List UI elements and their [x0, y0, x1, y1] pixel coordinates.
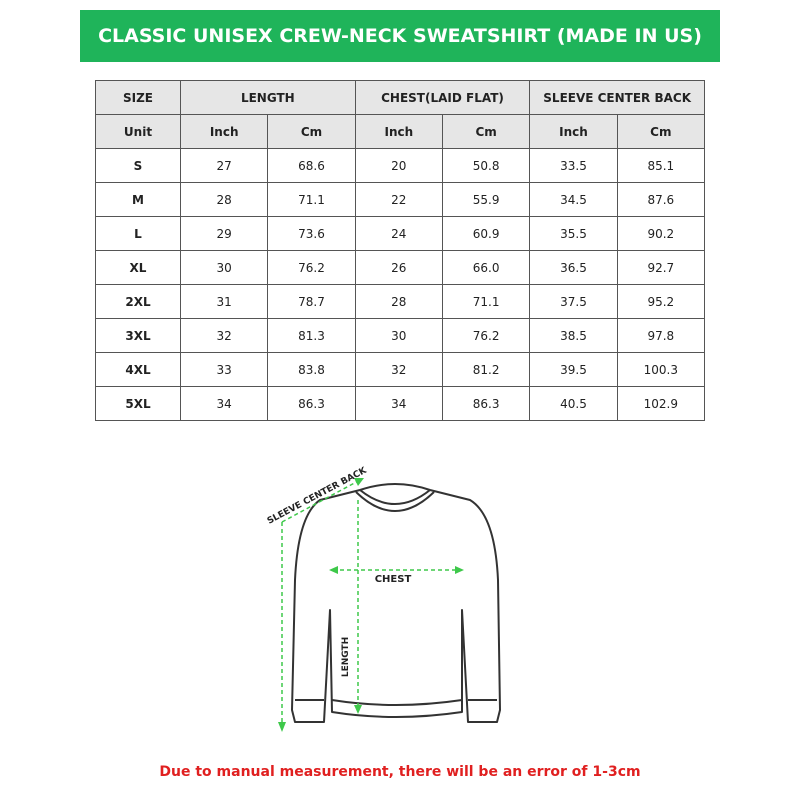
measure-cell: 40.5 — [529, 386, 618, 421]
measure-cell: 33 — [179, 352, 269, 387]
measure-cell: 78.7 — [267, 284, 356, 319]
size-row: 2XL 31 78.7 28 71.1 37.5 95.2 — [95, 284, 706, 319]
column-header: SLEEVE CENTER BACK — [529, 80, 705, 115]
column-header: SIZE — [95, 80, 181, 115]
measure-cell: 66.0 — [441, 250, 531, 285]
measure-cell: 33.5 — [529, 148, 618, 183]
measure-cell: 87.6 — [616, 182, 706, 217]
size-cell: L — [95, 216, 181, 251]
size-row: 5XL 34 86.3 34 86.3 40.5 102.9 — [95, 386, 706, 421]
measure-cell: 81.3 — [267, 318, 356, 353]
length-label: LENGTH — [341, 637, 351, 677]
measure-cell: 35.5 — [529, 216, 618, 251]
measure-cell: 95.2 — [616, 284, 706, 319]
measure-cell: 50.8 — [441, 148, 531, 183]
column-header: CHEST(LAID FLAT) — [354, 80, 531, 115]
measure-cell: 24 — [354, 216, 443, 251]
unit-cell: Inch — [354, 114, 443, 149]
measure-cell: 86.3 — [441, 386, 531, 421]
measure-cell: 76.2 — [441, 318, 531, 353]
measure-cell: 83.8 — [267, 352, 356, 387]
measure-cell: 20 — [354, 148, 443, 183]
measure-cell: 34 — [354, 386, 443, 421]
size-cell: 3XL — [95, 318, 181, 353]
sweatshirt-diagram: SLEEVE CENTER BACK CHEST LENGTH — [266, 465, 501, 732]
measure-cell: 31 — [179, 284, 269, 319]
size-row: S 27 68.6 20 50.8 33.5 85.1 — [95, 148, 706, 183]
unit-cell: Cm — [441, 114, 531, 149]
title-banner: CLASSIC UNISEX CREW-NECK SWEATSHIRT (MAD… — [80, 10, 720, 62]
footer-note: Due to manual measurement, there will be… — [159, 764, 641, 780]
measure-cell: 26 — [354, 250, 443, 285]
size-row: L 29 73.6 24 60.9 35.5 90.2 — [95, 216, 706, 251]
unit-cell: Inch — [179, 114, 269, 149]
measure-cell: 32 — [179, 318, 269, 353]
size-cell: 2XL — [95, 284, 181, 319]
measure-cell: 100.3 — [616, 352, 706, 387]
size-row: M 28 71.1 22 55.9 34.5 87.6 — [95, 182, 706, 217]
measure-cell: 90.2 — [616, 216, 706, 251]
measure-cell: 27 — [179, 148, 269, 183]
measure-cell: 73.6 — [267, 216, 356, 251]
measure-cell: 28 — [179, 182, 269, 217]
measure-cell: 30 — [354, 318, 443, 353]
measure-cell: 30 — [179, 250, 269, 285]
size-table: SIZE LENGTH CHEST(LAID FLAT) SLEEVE CENTER … — [95, 80, 706, 421]
size-cell: 5XL — [95, 386, 181, 421]
measure-cell: 76.2 — [267, 250, 356, 285]
measure-cell: 38.5 — [529, 318, 618, 353]
measure-cell: 86.3 — [267, 386, 356, 421]
measure-cell: 32 — [354, 352, 443, 387]
unit-cell: Inch — [529, 114, 618, 149]
unit-cell: Cm — [267, 114, 356, 149]
measure-cell: 29 — [179, 216, 269, 251]
measure-cell: 22 — [354, 182, 443, 217]
measure-cell: 55.9 — [441, 182, 531, 217]
unit-cell: Unit — [95, 114, 181, 149]
measure-cell: 71.1 — [267, 182, 356, 217]
measure-cell: 36.5 — [529, 250, 618, 285]
size-cell: 4XL — [95, 352, 181, 387]
unit-row: Unit Inch Cm Inch Cm Inch Cm — [95, 114, 706, 149]
measure-cell: 71.1 — [441, 284, 531, 319]
measure-cell: 92.7 — [616, 250, 706, 285]
size-cell: S — [95, 148, 181, 183]
size-cell: XL — [95, 250, 181, 285]
measure-cell: 97.8 — [616, 318, 706, 353]
measure-cell: 85.1 — [616, 148, 706, 183]
measure-cell: 28 — [354, 284, 443, 319]
unit-cell: Cm — [616, 114, 706, 149]
measure-cell: 68.6 — [267, 148, 356, 183]
size-row: 4XL 33 83.8 32 81.2 39.5 100.3 — [95, 352, 706, 387]
measure-cell: 37.5 — [529, 284, 618, 319]
measure-cell: 34 — [179, 386, 269, 421]
measure-cell: 81.2 — [441, 352, 531, 387]
column-header: LENGTH — [180, 80, 356, 115]
measure-cell: 39.5 — [529, 352, 618, 387]
size-cell: M — [95, 182, 181, 217]
header-row: SIZE LENGTH CHEST(LAID FLAT) SLEEVE CENTER … — [95, 80, 705, 115]
measure-cell: 102.9 — [616, 386, 706, 421]
size-row: XL 30 76.2 26 66.0 36.5 92.7 — [95, 250, 706, 285]
chest-label: CHEST — [375, 574, 412, 585]
size-row: 3XL 32 81.3 30 76.2 38.5 97.8 — [95, 318, 706, 353]
measure-cell: 34.5 — [529, 182, 618, 217]
measure-cell: 60.9 — [441, 216, 531, 251]
